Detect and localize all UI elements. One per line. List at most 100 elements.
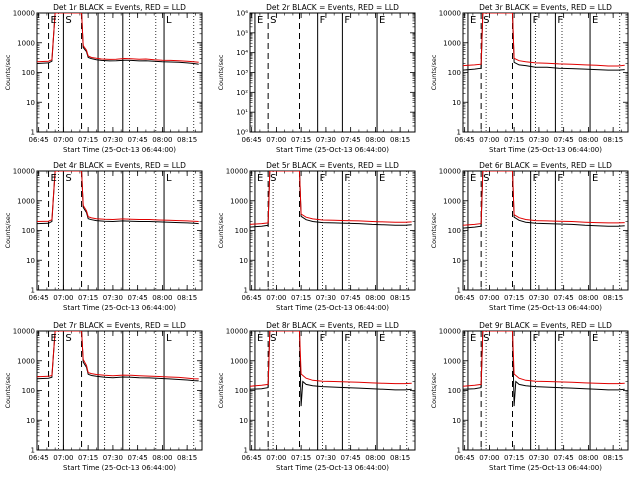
panel-title: Det 4r BLACK = Events, RED = LLD <box>53 161 186 170</box>
x-tick-label: 07:45 <box>128 294 148 302</box>
event-marker-label: E <box>51 173 57 184</box>
x-tick-label: 06:45 <box>242 294 262 302</box>
panel-title: Det 3r BLACK = Events, RED = LLD <box>479 3 612 12</box>
panel-title: Det 8r BLACK = Events, RED = LLD <box>266 321 399 330</box>
x-tick-label: 06:45 <box>242 454 262 462</box>
x-tick-label: 07:15 <box>291 294 311 302</box>
x-tick-label: 08:00 <box>152 136 172 144</box>
x-tick-label: 07:30 <box>103 454 123 462</box>
event-marker-label: L <box>166 333 172 344</box>
y-tick-label: 10000 <box>226 168 248 176</box>
event-marker-label: S <box>270 173 276 184</box>
y-axis-label: Counts/sec <box>430 372 438 408</box>
plot-frame <box>462 12 629 133</box>
y-axis-label: Counts/sec <box>430 54 438 90</box>
series-lld-line <box>463 171 625 226</box>
plot-area <box>254 13 378 132</box>
series-lld-line <box>250 331 412 387</box>
x-tick-label: 07:15 <box>504 454 524 462</box>
y-tick-label: 10000 <box>13 328 35 336</box>
x-tick-label: 06:45 <box>455 454 475 462</box>
y-axis-label: Counts/sec <box>4 54 12 90</box>
x-tick-label: 07:00 <box>266 454 286 462</box>
x-tick-label: 07:45 <box>128 454 148 462</box>
x-tick-label: 07:00 <box>53 294 73 302</box>
y-tick-label: 1000 <box>17 357 35 365</box>
x-tick-label: 08:00 <box>578 454 598 462</box>
series-lld-line <box>37 13 199 63</box>
plot-frame <box>462 330 629 451</box>
y-tick-label: 10000 <box>439 168 461 176</box>
y-tick-label: 10000 <box>13 168 35 176</box>
event-marker-label: E <box>379 173 385 184</box>
series-lld-line <box>463 331 625 387</box>
x-axis-label: Start Time (25-Oct-13 06:44:00) <box>489 146 602 154</box>
y-tick-label: 10⁴ <box>236 49 248 57</box>
y-tick-label: 1000 <box>443 197 461 205</box>
x-tick-label: 07:00 <box>266 136 286 144</box>
y-tick-label: 1000 <box>230 357 248 365</box>
x-tick-label: 08:15 <box>603 136 623 144</box>
x-tick-label: 08:15 <box>177 136 197 144</box>
x-tick-label: 07:45 <box>341 136 361 144</box>
x-axis-label: Start Time (25-Oct-13 06:44:00) <box>276 146 389 154</box>
series-events-line <box>37 171 199 225</box>
event-marker-label: S <box>270 333 276 344</box>
event-marker-label: E <box>51 15 57 26</box>
y-tick-label: 100 <box>448 227 461 235</box>
event-marker-label: F <box>320 333 326 344</box>
plot-area <box>250 171 412 290</box>
y-tick-label: 100 <box>22 227 35 235</box>
panel-title: Det 2r BLACK = Events, RED = LLD <box>266 3 399 12</box>
x-tick-label: 07:45 <box>554 136 574 144</box>
plot-area <box>250 331 412 450</box>
plot-frame <box>249 330 416 451</box>
x-tick-label: 06:45 <box>29 454 49 462</box>
x-tick-label: 07:00 <box>479 294 499 302</box>
x-tick-label: 07:15 <box>78 294 98 302</box>
event-marker-label: F <box>533 15 539 26</box>
y-tick-label: 10 <box>26 99 35 107</box>
y-tick-label: 100 <box>448 69 461 77</box>
series-lld-line <box>463 13 625 67</box>
y-tick-label: 10 <box>239 417 248 425</box>
event-marker-label: E <box>592 173 598 184</box>
y-tick-label: 10 <box>452 99 461 107</box>
series-events-line <box>37 13 199 65</box>
x-tick-label: 07:45 <box>341 454 361 462</box>
x-tick-label: 07:15 <box>291 454 311 462</box>
x-tick-label: 07:15 <box>291 136 311 144</box>
panel-8: Det 8r BLACK = Events, RED = LLD Start Ti… <box>217 321 416 472</box>
y-tick-label: 1000 <box>443 357 461 365</box>
x-tick-label: 08:15 <box>390 294 410 302</box>
panel-title: Det 5r BLACK = Events, RED = LLD <box>266 161 399 170</box>
x-tick-label: 06:45 <box>242 136 262 144</box>
y-tick-label: 10 <box>26 257 35 265</box>
x-tick-label: 07:30 <box>103 136 123 144</box>
panel-2: Det 2r BLACK = Events, RED = LLD Start Ti… <box>217 3 416 154</box>
event-marker-label: E <box>379 15 385 26</box>
x-tick-label: 07:45 <box>341 294 361 302</box>
event-marker-label: F <box>320 15 326 26</box>
y-tick-label: 10000 <box>439 10 461 18</box>
event-marker-label: F <box>557 333 563 344</box>
x-tick-label: 07:30 <box>316 454 336 462</box>
y-tick-label: 10 <box>26 417 35 425</box>
x-tick-label: 08:00 <box>365 136 385 144</box>
y-tick-label: 1 <box>31 129 35 137</box>
plot-area <box>463 13 625 132</box>
x-tick-label: 07:30 <box>529 294 549 302</box>
panel-4: Det 4r BLACK = Events, RED = LLD Start Ti… <box>4 161 203 312</box>
event-marker-label: E <box>470 333 476 344</box>
x-tick-label: 07:00 <box>479 454 499 462</box>
series-lld-line <box>37 331 199 380</box>
y-tick-label: 100 <box>22 69 35 77</box>
event-marker-label: L <box>166 15 172 26</box>
event-marker-label: F <box>344 333 350 344</box>
x-tick-label: 08:15 <box>603 454 623 462</box>
event-marker-label: E <box>257 15 263 26</box>
event-marker-label: L <box>166 173 172 184</box>
x-axis-label: Start Time (25-Oct-13 06:44:00) <box>489 304 602 312</box>
event-marker-label: F <box>320 173 326 184</box>
y-tick-label: 10⁵ <box>236 29 248 37</box>
